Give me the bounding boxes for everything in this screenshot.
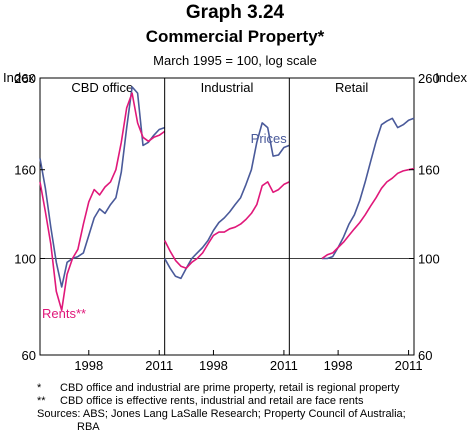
sources-line-cont: RBA	[77, 421, 100, 433]
chart-subtitle: Commercial Property*	[145, 27, 325, 46]
y-tick-label-right: 100	[418, 252, 440, 267]
footnote-text: CBD office is effective rents, industria…	[60, 395, 364, 407]
chart-title: Graph 3.24	[185, 2, 285, 23]
y-tick-label-right: 60	[418, 348, 432, 363]
series-line-rents	[321, 167, 415, 260]
footnote-2: ** CBD office is effective rents, industr…	[37, 395, 363, 408]
footnote-1: * CBD office and industrial are prime pro…	[37, 382, 400, 395]
x-tick-label: 2011	[270, 358, 298, 373]
x-tick-label: 1998	[324, 358, 353, 373]
series-line-rents	[39, 92, 166, 312]
y-tick-label-left: 160	[14, 163, 36, 178]
y-axis-label-left: Index	[3, 70, 35, 85]
series-line-prices	[321, 117, 415, 260]
x-tick-label: 1998	[74, 358, 103, 373]
y-axis-label-right: Index	[435, 70, 467, 85]
series-line-prices	[164, 122, 290, 280]
y-tick-label-left: 100	[14, 252, 36, 267]
series-line-rents	[163, 181, 290, 270]
panel-title: CBD office	[71, 80, 133, 95]
series-line-prices	[39, 86, 165, 288]
y-tick-label-left: 60	[22, 348, 36, 363]
footnote-marker: **	[37, 395, 46, 407]
x-tick-label: 2011	[145, 358, 173, 373]
annotation-rents: Rents**	[42, 306, 86, 321]
plot-frame	[39, 77, 415, 356]
sources-line: Sources: ABS; Jones Lang LaSalle Researc…	[37, 408, 406, 420]
x-tick-label: 1998	[199, 358, 228, 373]
panel-title: Industrial	[201, 80, 254, 95]
x-tick-label: 2011	[395, 358, 423, 373]
y-tick-label-right: 260	[418, 71, 440, 86]
annotation-prices: Prices	[251, 131, 288, 146]
y-tick-label-right: 160	[418, 163, 440, 178]
panel-title: Retail	[335, 80, 368, 95]
footnote-marker: *	[37, 382, 42, 394]
y-tick-label-left: 260	[14, 71, 36, 86]
footnote-text: CBD office and industrial are prime prop…	[60, 382, 400, 394]
chart-note: March 1995 = 100, log scale	[153, 53, 317, 68]
